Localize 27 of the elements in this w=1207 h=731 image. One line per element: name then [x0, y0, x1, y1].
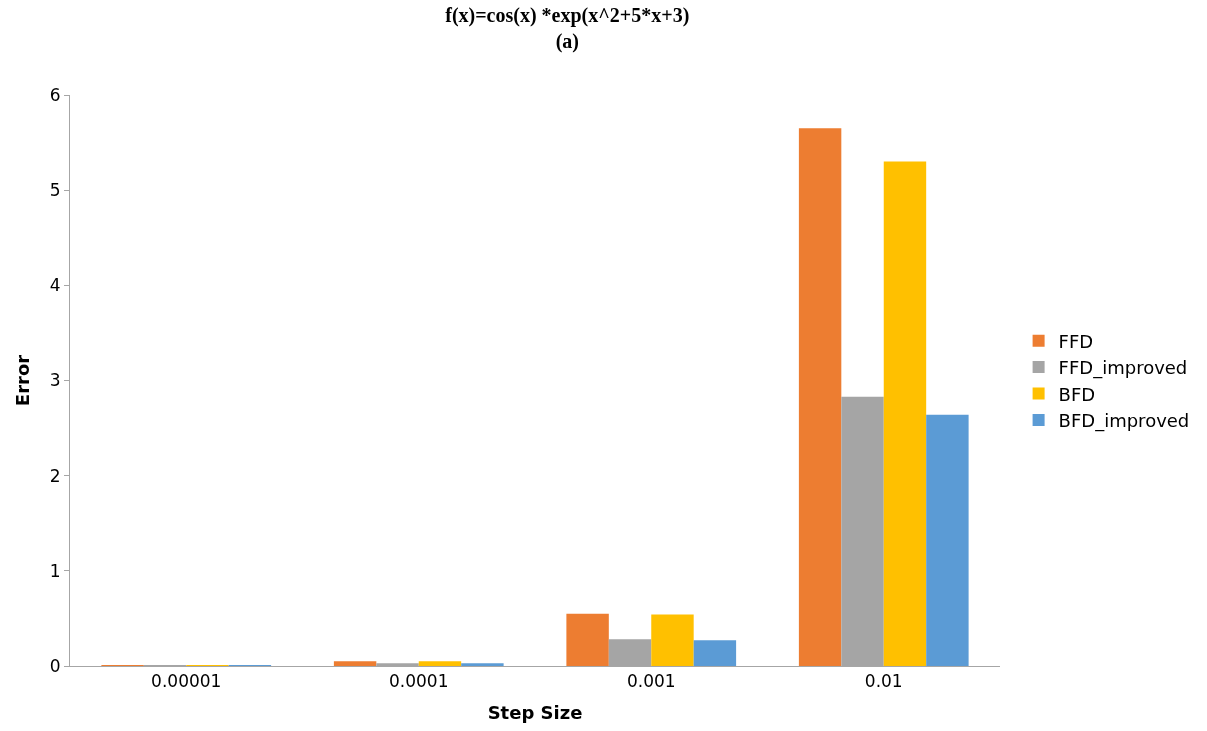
bar	[798, 128, 842, 666]
y-tick-label: 0	[49, 655, 61, 676]
bar	[566, 613, 609, 666]
y-tick-label: 1	[49, 560, 61, 581]
y-tick-label: 3	[49, 370, 61, 391]
legend-label: BFD	[1058, 383, 1096, 405]
legend-label: FFD_improved	[1058, 357, 1188, 380]
y-tick-label: 6	[49, 84, 61, 105]
chart-title: f(x)=cos(x) *exp(x^2+5*x+3) (a)	[445, 3, 690, 53]
x-tick-label: 0.0001	[389, 671, 449, 692]
bar	[461, 663, 504, 666]
y-axis-title: Error	[11, 354, 33, 407]
y-tick-label: 5	[49, 180, 61, 201]
x-axis-title: Step Size	[487, 701, 583, 723]
bar	[651, 614, 694, 666]
bar	[883, 161, 927, 666]
bar	[693, 640, 737, 666]
x-tick-label: 0.01	[864, 671, 903, 692]
bar	[418, 661, 462, 666]
y-tick-label: 4	[49, 275, 61, 296]
x-tick-label: 0.001	[626, 671, 676, 692]
y-tick-label: 2	[49, 465, 61, 486]
legend-label: BFD_improved	[1058, 409, 1190, 432]
bar	[926, 414, 969, 666]
x-tick-label: 0.00001	[151, 671, 222, 692]
bar	[333, 661, 377, 666]
legend-label: FFD	[1058, 330, 1094, 352]
